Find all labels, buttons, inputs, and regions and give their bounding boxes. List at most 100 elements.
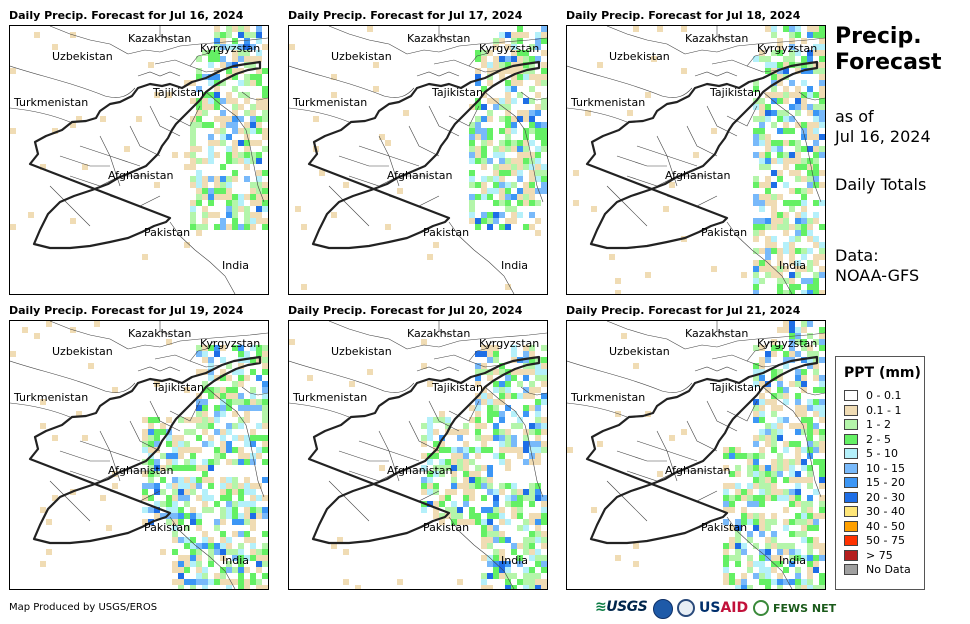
precip-cell [475,104,481,110]
precip-cell [232,519,238,525]
precip-cell [523,116,529,122]
precip-cell [142,519,148,525]
precip-cell [795,92,801,98]
precip-cell [256,26,262,32]
precip-cell [523,200,529,206]
precip-cell [783,266,789,272]
boundary-line [49,321,129,350]
boundary-line [706,105,738,137]
precip-cell [771,206,777,212]
precip-cell [819,56,825,62]
precip-cell [202,573,208,579]
country-label-kazakhstan: Kazakhstan [685,327,748,340]
precip-cell [232,507,238,513]
precip-cell [262,134,268,140]
precip-cell [807,146,813,152]
precip-cell [523,182,529,188]
boundary-line [606,321,686,350]
precip-cell [765,549,771,555]
precip-cell [196,579,202,585]
boundary-line [159,321,171,336]
precip-cell [735,525,741,531]
precip-cell [819,80,825,86]
precip-cell [735,585,741,589]
precip-cell [487,50,493,56]
precip-cell [493,381,499,387]
precip-cell [214,68,220,74]
precip-cell [178,435,184,441]
precip-cell [499,507,505,513]
precip-cell [433,489,439,495]
precip-cell [807,501,813,507]
precip-cell [529,170,535,176]
precip-cell [238,561,244,567]
precip-cell [232,26,238,32]
precip-cell [741,453,747,459]
precip-cell [481,441,487,447]
precip-cell [771,242,777,248]
precip-cell [184,417,190,423]
precip-cell [505,561,511,567]
precip-cell [208,158,214,164]
precip-cell [813,555,819,561]
precip-cell [813,260,819,266]
precip-cell [397,188,403,194]
precip-cell [487,543,493,549]
precip-cell [256,140,262,146]
precip-cell [457,435,463,441]
precip-cell [262,369,268,375]
precip-cell [232,555,238,561]
precip-cell [771,579,777,585]
precip-cell [777,50,783,56]
precip-cell [759,224,765,230]
country-label-kyrgyzstan: Kyrgyzstan [757,337,817,350]
precip-cell [262,411,268,417]
precip-cell [373,62,379,68]
precip-cell [202,122,208,128]
precip-cell [529,164,535,170]
precip-cell [813,44,819,50]
precip-cell [250,188,256,194]
precip-cell [481,435,487,441]
precip-cell [633,363,639,369]
precip-cell [487,525,493,531]
precip-cell [771,170,777,176]
precip-cell [765,158,771,164]
boundary-line [798,386,825,396]
precip-cell [226,224,232,230]
precip-cell [765,525,771,531]
precip-cell [463,423,469,429]
precip-cell [771,477,777,483]
precip-cell [759,495,765,501]
precip-cell [505,146,511,152]
precip-cell [481,483,487,489]
precip-cell [142,489,148,495]
precip-cell [190,140,196,146]
precip-cell [208,188,214,194]
precip-cell [789,290,795,294]
precip-cell [196,56,202,62]
precip-cell [232,567,238,573]
precip-cell [214,405,220,411]
legend-swatch [844,462,858,474]
country-label-turkmenistan: Turkmenistan [13,96,88,109]
precip-cell [481,477,487,483]
precip-cell [795,513,801,519]
precip-cell [535,531,541,537]
precip-cell [759,182,765,188]
precip-cell [729,453,735,459]
precip-cell [505,405,511,411]
precip-cell [813,525,819,531]
precip-cell [487,369,493,375]
precip-cell [142,254,148,260]
precip-cell [244,80,250,86]
precip-cell [184,80,190,86]
precip-cell [190,176,196,182]
precip-cell [256,98,262,104]
boundary-line [726,400,758,422]
precip-cell [777,405,783,411]
precip-cell [795,140,801,146]
precip-cell [795,567,801,573]
precip-cell [469,128,475,134]
precip-cell [795,98,801,104]
